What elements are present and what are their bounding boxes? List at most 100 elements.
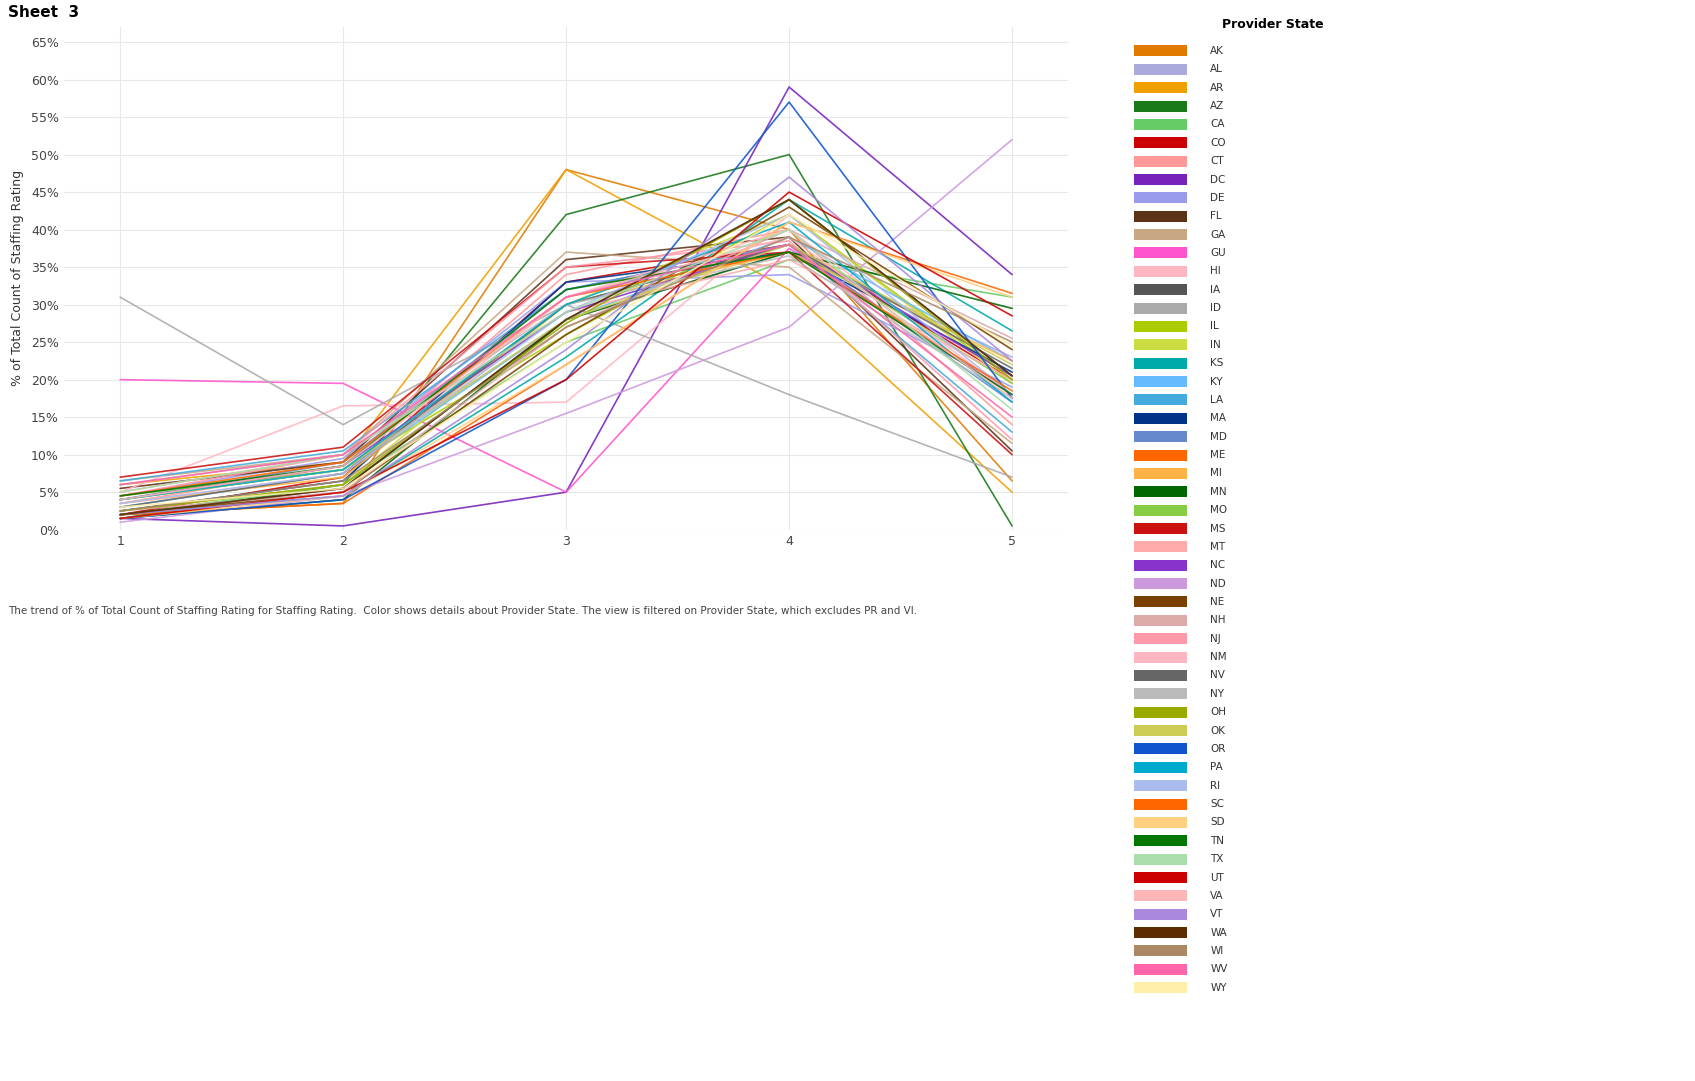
Text: MA: MA [1210, 413, 1225, 424]
Text: DC: DC [1210, 174, 1225, 185]
FancyBboxPatch shape [1134, 542, 1186, 552]
FancyBboxPatch shape [1134, 358, 1186, 369]
FancyBboxPatch shape [1134, 137, 1186, 148]
FancyBboxPatch shape [1134, 45, 1186, 56]
Text: MT: MT [1210, 542, 1225, 552]
FancyBboxPatch shape [1134, 652, 1186, 663]
Text: ID: ID [1210, 303, 1220, 313]
Text: MI: MI [1210, 468, 1222, 479]
FancyBboxPatch shape [1134, 744, 1186, 755]
FancyBboxPatch shape [1134, 192, 1186, 203]
FancyBboxPatch shape [1134, 339, 1186, 350]
FancyBboxPatch shape [1134, 468, 1186, 479]
FancyBboxPatch shape [1134, 523, 1186, 534]
Text: NY: NY [1210, 689, 1224, 698]
Text: DE: DE [1210, 192, 1225, 203]
FancyBboxPatch shape [1134, 983, 1186, 993]
Text: NC: NC [1210, 560, 1225, 571]
Text: MS: MS [1210, 523, 1225, 534]
Text: OR: OR [1210, 744, 1225, 753]
FancyBboxPatch shape [1134, 211, 1186, 222]
Text: WV: WV [1210, 964, 1227, 974]
FancyBboxPatch shape [1134, 854, 1186, 865]
Text: The trend of % of Total Count of Staffing Rating for Staffing Rating.  Color sho: The trend of % of Total Count of Staffin… [8, 606, 917, 616]
FancyBboxPatch shape [1134, 670, 1186, 681]
FancyBboxPatch shape [1134, 946, 1186, 957]
Text: TN: TN [1210, 836, 1224, 845]
FancyBboxPatch shape [1134, 303, 1186, 313]
FancyBboxPatch shape [1134, 64, 1186, 75]
FancyBboxPatch shape [1134, 119, 1186, 130]
Text: NJ: NJ [1210, 633, 1220, 643]
Text: AR: AR [1210, 82, 1224, 93]
Text: NE: NE [1210, 597, 1224, 608]
Text: GA: GA [1210, 229, 1225, 240]
FancyBboxPatch shape [1134, 689, 1186, 699]
Text: WA: WA [1210, 927, 1227, 937]
Text: NH: NH [1210, 615, 1225, 625]
Text: Sheet  3: Sheet 3 [8, 5, 80, 21]
Text: FL: FL [1210, 211, 1222, 222]
Text: OK: OK [1210, 725, 1225, 735]
FancyBboxPatch shape [1134, 597, 1186, 608]
FancyBboxPatch shape [1134, 248, 1186, 258]
FancyBboxPatch shape [1134, 780, 1186, 791]
FancyBboxPatch shape [1134, 872, 1186, 883]
Text: ND: ND [1210, 578, 1225, 589]
FancyBboxPatch shape [1134, 321, 1186, 332]
FancyBboxPatch shape [1134, 615, 1186, 626]
FancyBboxPatch shape [1134, 909, 1186, 920]
FancyBboxPatch shape [1134, 284, 1186, 295]
Text: WY: WY [1210, 983, 1227, 992]
FancyBboxPatch shape [1134, 817, 1186, 828]
FancyBboxPatch shape [1134, 156, 1186, 166]
FancyBboxPatch shape [1134, 707, 1186, 718]
Text: Staffing Rating: Staffing Rating [507, 552, 625, 566]
FancyBboxPatch shape [1134, 725, 1186, 736]
Text: Provider State: Provider State [1222, 18, 1324, 31]
FancyBboxPatch shape [1134, 927, 1186, 938]
FancyBboxPatch shape [1134, 799, 1186, 810]
FancyBboxPatch shape [1134, 836, 1186, 846]
Text: LA: LA [1210, 395, 1224, 405]
Text: KY: KY [1210, 376, 1222, 387]
FancyBboxPatch shape [1134, 101, 1186, 111]
Text: ME: ME [1210, 450, 1225, 461]
FancyBboxPatch shape [1134, 560, 1186, 571]
FancyBboxPatch shape [1134, 964, 1186, 975]
Text: MD: MD [1210, 431, 1227, 442]
Text: SC: SC [1210, 799, 1224, 809]
Text: AK: AK [1210, 45, 1224, 56]
Text: SD: SD [1210, 817, 1225, 827]
FancyBboxPatch shape [1134, 450, 1186, 461]
FancyBboxPatch shape [1134, 891, 1186, 902]
FancyBboxPatch shape [1134, 395, 1186, 405]
Text: VT: VT [1210, 909, 1224, 919]
FancyBboxPatch shape [1134, 578, 1186, 589]
FancyBboxPatch shape [1134, 413, 1186, 424]
Text: GU: GU [1210, 248, 1225, 258]
Text: IN: IN [1210, 339, 1220, 350]
FancyBboxPatch shape [1134, 174, 1186, 185]
Text: VA: VA [1210, 891, 1224, 900]
Text: IA: IA [1210, 284, 1220, 295]
FancyBboxPatch shape [1134, 486, 1186, 497]
Y-axis label: % of Total Count of Staffing Rating: % of Total Count of Staffing Rating [10, 171, 24, 386]
Text: UT: UT [1210, 872, 1224, 882]
Text: NV: NV [1210, 670, 1225, 680]
Text: MN: MN [1210, 486, 1227, 497]
FancyBboxPatch shape [1134, 82, 1186, 93]
FancyBboxPatch shape [1134, 376, 1186, 387]
FancyBboxPatch shape [1134, 229, 1186, 240]
Text: NM: NM [1210, 652, 1227, 662]
Text: OH: OH [1210, 707, 1225, 717]
FancyBboxPatch shape [1134, 762, 1186, 773]
Text: AL: AL [1210, 64, 1224, 75]
Text: CA: CA [1210, 119, 1225, 130]
Text: CO: CO [1210, 137, 1225, 148]
Text: MO: MO [1210, 505, 1227, 516]
Text: RI: RI [1210, 780, 1220, 790]
FancyBboxPatch shape [1134, 633, 1186, 644]
Text: KS: KS [1210, 358, 1224, 369]
Text: CT: CT [1210, 156, 1224, 166]
